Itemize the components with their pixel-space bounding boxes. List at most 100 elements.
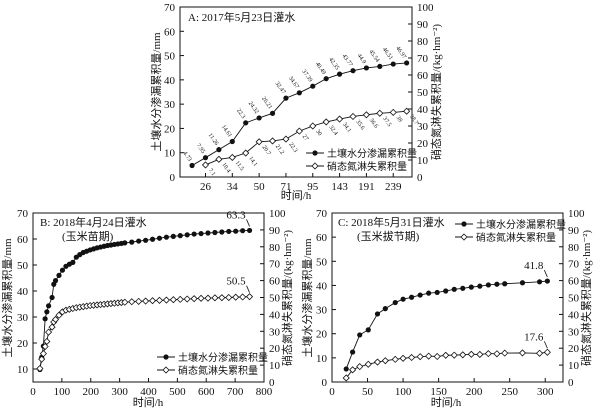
x-tick-label: 26 — [200, 181, 212, 193]
data-point-open-diamond — [518, 349, 527, 357]
annotation-layer: 63.3 50.5 — [226, 209, 250, 293]
data-point-open-diamond — [128, 298, 136, 306]
x-tick-label: 0 — [30, 386, 36, 398]
y-right-tick-label: 90 — [417, 19, 429, 31]
legend-marker-open-diamond — [162, 366, 170, 374]
data-label: 36.6 — [368, 117, 379, 129]
y-right-tick-label: 20 — [269, 343, 281, 355]
data-point-filled-circle — [494, 281, 500, 287]
legend-label-water: 土壤水分渗漏累积量 — [178, 351, 268, 364]
data-point-open-diamond — [215, 155, 223, 163]
data-point-open-diamond — [476, 350, 484, 359]
legend-label-nitrate: 硝态氮淋失累积量 — [178, 364, 258, 377]
y-left-tick-label: 0 — [170, 172, 176, 184]
y-right-tick-label: 0 — [568, 377, 574, 389]
data-label: 44.9 — [356, 53, 367, 65]
y-right-tick-label: 30 — [568, 326, 580, 338]
data-label: 22.3 — [287, 142, 298, 154]
data-point-open-diamond — [381, 357, 389, 365]
data-point-filled-circle — [519, 280, 526, 286]
y-left-tick-label: 20 — [164, 123, 176, 135]
y-axis-right-label: 硝态氮淋失累积量/(kg·hm⁻²) — [280, 230, 294, 367]
data-point-filled-circle — [219, 229, 225, 235]
x-tick-label: 400 — [140, 386, 157, 398]
data-point-filled-circle — [390, 61, 396, 67]
data-point-filled-circle — [382, 306, 388, 312]
x-tick-label: 250 — [501, 386, 518, 398]
data-point-open-diamond — [183, 295, 191, 303]
annotation-arrow — [246, 285, 250, 293]
data-point-open-diamond — [356, 363, 364, 371]
data-point-open-diamond — [211, 294, 219, 302]
y-right-tick-label: 50 — [269, 293, 281, 305]
data-point-filled-circle — [177, 233, 183, 239]
data-label: 21.2 — [274, 144, 285, 156]
data-point-open-diamond — [389, 108, 397, 116]
data-point-open-diamond — [41, 342, 49, 351]
legend-label-nitrate: 硝态氮淋失累积量 — [327, 160, 407, 173]
legend-marker-filled-circle — [312, 150, 318, 156]
data-point-filled-circle — [56, 272, 62, 278]
data-point-filled-circle — [149, 236, 156, 242]
y-right-tick-label: 0 — [269, 377, 275, 389]
x-tick-label: 300 — [111, 386, 128, 398]
data-point-open-diamond — [543, 348, 551, 356]
data-point-filled-circle — [212, 229, 218, 236]
y-right-tick-label: 40 — [417, 104, 429, 116]
data-point-filled-circle — [434, 289, 440, 296]
data-point-filled-circle — [443, 288, 449, 294]
data-point-filled-circle — [485, 282, 491, 288]
panel-subtitle: (玉米拔节期) — [357, 229, 420, 243]
panel-title: A: 2017年5月23日灌水 — [188, 10, 295, 24]
y-left-tick-label: 10 — [164, 148, 176, 160]
data-label: 38.7 — [408, 114, 419, 126]
y-left-tick-label: 70 — [316, 208, 328, 220]
data-point-filled-circle — [44, 309, 50, 315]
data-label: 22.3 — [235, 108, 246, 120]
annotation-arrow — [246, 219, 250, 227]
data-point-open-diamond — [364, 360, 372, 368]
data-point-filled-circle — [191, 231, 197, 237]
legend-label-water: 土壤水分渗漏累积量 — [476, 218, 566, 231]
data-point-open-diamond — [176, 295, 184, 303]
data-point-filled-circle — [163, 234, 170, 240]
panel-subtitle: (玉米苗期) — [62, 230, 114, 243]
data-point-open-diamond — [51, 315, 60, 324]
annotation-label: 63.3 — [226, 209, 246, 221]
data-point-filled-circle — [122, 240, 128, 246]
data-point-open-diamond — [239, 293, 247, 301]
data-point-filled-circle — [426, 290, 432, 296]
y-left-tick-label: 70 — [17, 208, 29, 220]
x-tick-label: 95 — [307, 181, 319, 193]
data-point-filled-circle — [363, 65, 370, 71]
y-axis-right-label: 硝态氮淋失累积量/(kg·hm⁻²) — [579, 230, 593, 367]
data-point-filled-circle — [374, 311, 381, 317]
data-point-filled-circle — [468, 284, 474, 290]
x-tick-label: 0 — [329, 386, 335, 398]
data-point-filled-circle — [49, 294, 55, 301]
data-point-open-diamond — [148, 297, 157, 305]
x-tick-label: 50 — [362, 386, 374, 398]
data-point-filled-circle — [156, 235, 163, 241]
data-point-open-diamond — [197, 294, 205, 302]
legend-marker-filled-circle — [163, 354, 169, 360]
data-point-open-diamond — [135, 297, 143, 305]
legend: 土壤水分渗漏累积量 硝态氮淋失累积量 — [455, 218, 566, 244]
data-point-filled-circle — [240, 228, 246, 234]
data-label: 34.1 — [341, 122, 352, 134]
data-point-filled-circle — [502, 281, 508, 287]
y-left-tick-label: 10 — [17, 364, 29, 376]
data-point-filled-circle — [226, 228, 232, 235]
data-point-filled-circle — [136, 238, 142, 244]
y-right-tick-label: 80 — [269, 242, 281, 254]
data-point-filled-circle — [243, 120, 249, 126]
x-tick-label: 34 — [227, 181, 239, 193]
x-tick-label: 700 — [227, 386, 244, 398]
y-right-tick-label: 10 — [568, 360, 580, 372]
data-point-filled-circle — [256, 115, 262, 121]
data-point-filled-circle — [45, 303, 52, 309]
y-axis-left-label: 土壤水分渗漏累积量/mm — [0, 238, 14, 358]
data-point-open-diamond — [484, 350, 492, 358]
